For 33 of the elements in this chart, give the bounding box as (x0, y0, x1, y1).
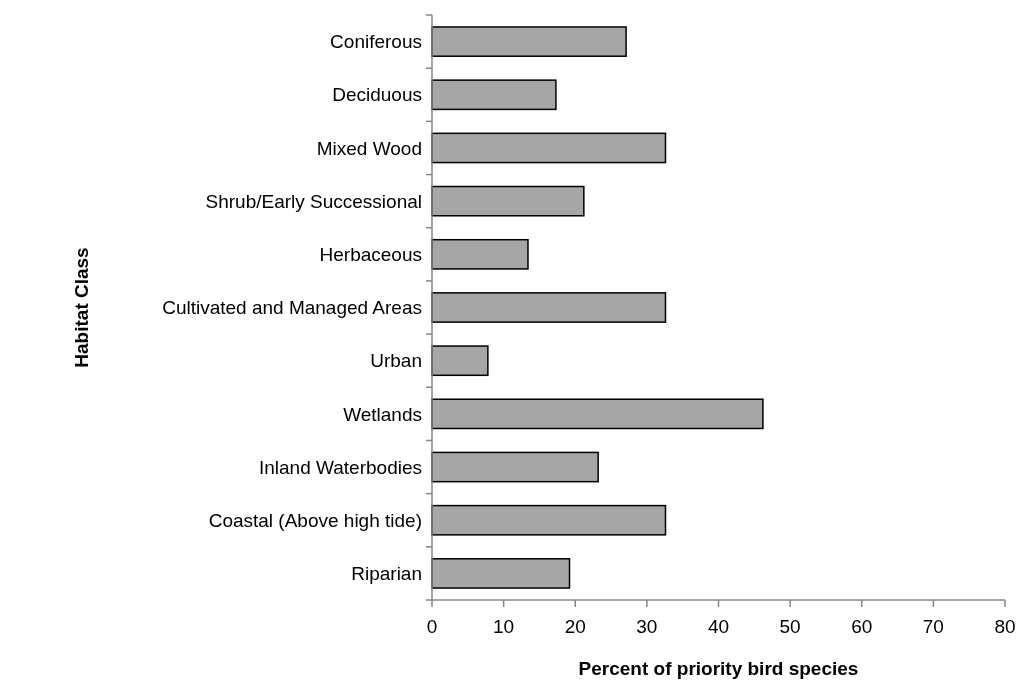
bar (431, 504, 667, 536)
y-axis-title: Habitat Class (71, 247, 92, 368)
x-tick-label: 50 (779, 616, 801, 637)
x-tick-label: 30 (636, 616, 658, 637)
bar (431, 345, 489, 377)
bar (431, 292, 667, 323)
y-tick-label: Cultivated and Managed Areas (162, 297, 422, 319)
y-tick-label: Urban (370, 350, 422, 372)
x-tick-label: 70 (922, 616, 944, 637)
x-tick-label: 40 (707, 616, 730, 637)
y-tick-label: Coastal (Above high tide) (208, 509, 422, 531)
y-tick-label: Wetlands (343, 403, 422, 425)
y-tick-label: Riparian (351, 563, 422, 585)
bar (431, 132, 667, 164)
y-tick-label: Mixed Wood (316, 137, 422, 159)
y-tick-label: Coniferous (330, 31, 422, 53)
y-tick-label: Herbaceous (319, 243, 422, 265)
bar (431, 398, 764, 430)
x-axis-title: Percent of priority bird species (578, 658, 859, 679)
y-tick-label: Shrub/Early Successional (205, 190, 422, 212)
y-tick-label: Deciduous (332, 84, 422, 106)
bar (431, 451, 599, 483)
x-tick-label: 20 (564, 616, 586, 637)
x-tick-label: 80 (994, 616, 1016, 637)
bar (431, 185, 585, 217)
bar (431, 26, 627, 57)
y-tick-label: Inland Waterbodies (258, 456, 422, 478)
x-tick-label: 0 (426, 616, 438, 637)
bar (431, 238, 529, 270)
x-tick-label: 10 (493, 616, 515, 637)
x-tick-label: 60 (851, 616, 873, 637)
bar (431, 558, 571, 589)
bar (431, 79, 557, 111)
